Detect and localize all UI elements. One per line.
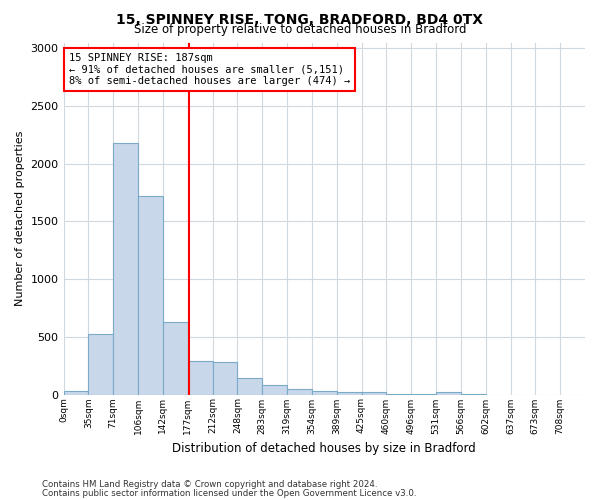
Bar bbox=[238, 378, 262, 394]
Bar bbox=[337, 392, 362, 394]
Text: Contains public sector information licensed under the Open Government Licence v3: Contains public sector information licen… bbox=[42, 488, 416, 498]
Bar bbox=[138, 196, 163, 394]
Text: Size of property relative to detached houses in Bradford: Size of property relative to detached ho… bbox=[134, 22, 466, 36]
X-axis label: Distribution of detached houses by size in Bradford: Distribution of detached houses by size … bbox=[172, 442, 476, 455]
Bar bbox=[163, 322, 188, 394]
Y-axis label: Number of detached properties: Number of detached properties bbox=[15, 131, 25, 306]
Bar bbox=[312, 391, 337, 394]
Bar bbox=[212, 362, 238, 394]
Bar bbox=[287, 390, 312, 394]
Bar bbox=[88, 334, 113, 394]
Bar bbox=[262, 384, 287, 394]
Bar bbox=[113, 144, 138, 394]
Bar bbox=[436, 392, 461, 394]
Bar bbox=[362, 392, 386, 394]
Text: 15 SPINNEY RISE: 187sqm
← 91% of detached houses are smaller (5,151)
8% of semi-: 15 SPINNEY RISE: 187sqm ← 91% of detache… bbox=[69, 53, 350, 86]
Text: 15, SPINNEY RISE, TONG, BRADFORD, BD4 0TX: 15, SPINNEY RISE, TONG, BRADFORD, BD4 0T… bbox=[116, 12, 484, 26]
Text: Contains HM Land Registry data © Crown copyright and database right 2024.: Contains HM Land Registry data © Crown c… bbox=[42, 480, 377, 489]
Bar bbox=[188, 361, 212, 394]
Bar bbox=[64, 391, 88, 394]
